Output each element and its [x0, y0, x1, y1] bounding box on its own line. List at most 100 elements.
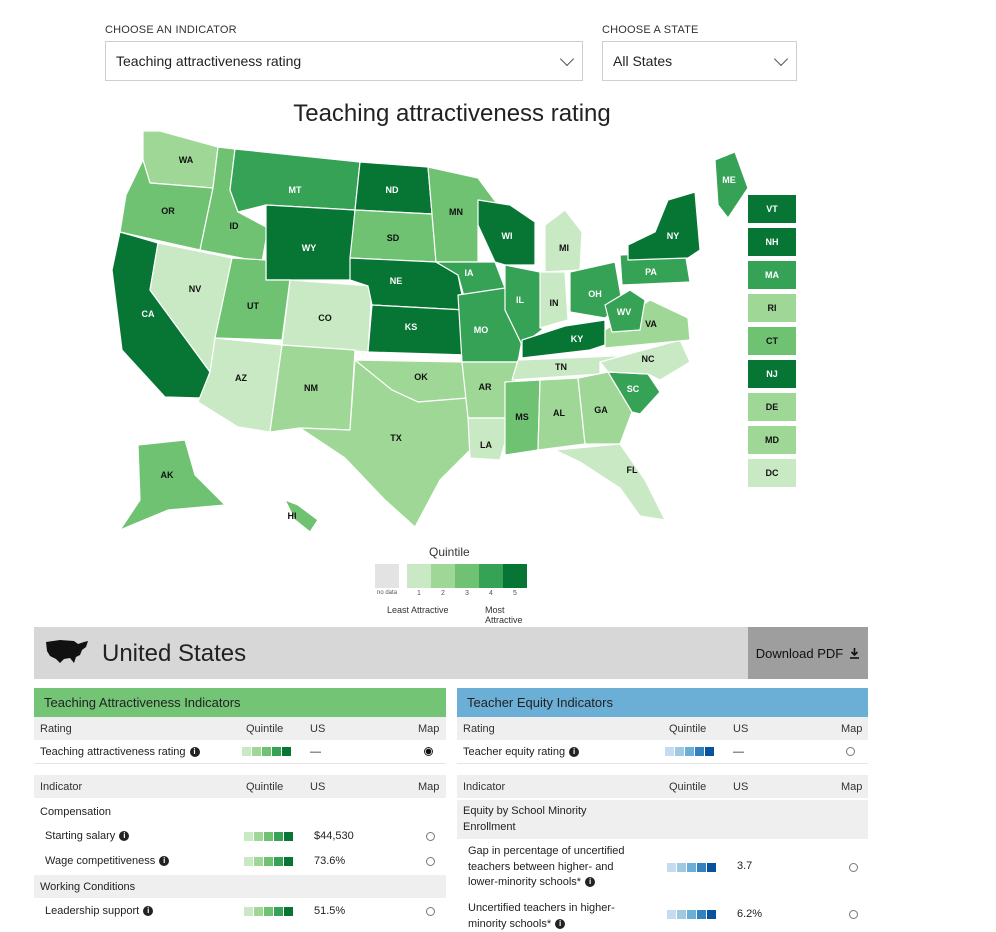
map-radio[interactable] — [849, 863, 858, 872]
state-label-ia: IA — [465, 268, 475, 278]
quintile-legend: no data 1 2 3 4 5 Least Attractive Most … — [374, 564, 534, 614]
indicator-label: Starting salary — [45, 830, 115, 842]
indicator-row-uncertified-gap: Gap in percentage of uncertified teacher… — [457, 841, 868, 893]
state-ny[interactable] — [628, 192, 700, 260]
legend-least-label: Least Attractive — [387, 605, 449, 615]
state-me[interactable] — [715, 152, 748, 218]
state-label-co: CO — [318, 313, 332, 323]
map-radio[interactable] — [849, 910, 858, 919]
quintile-bar — [242, 747, 291, 756]
state-label-fl: FL — [627, 465, 638, 475]
state-label-ks: KS — [405, 322, 418, 332]
indicator-us-value: 3.7 — [737, 841, 752, 893]
download-icon — [849, 648, 860, 659]
state-label-wi: WI — [502, 231, 513, 241]
indicator-row-leadership-support: Leadership support i 51.5% — [34, 899, 446, 923]
quintile-bar — [667, 910, 716, 919]
state-label-sd: SD — [387, 233, 400, 243]
state-ks[interactable] — [368, 305, 468, 355]
legend-nodata-label: no data — [375, 590, 399, 596]
info-icon[interactable]: i — [159, 856, 169, 866]
us-map-icon — [44, 639, 90, 665]
indicator-label-line1: Gap in percentage of uncertified — [468, 844, 625, 860]
state-box-md[interactable]: MD — [747, 425, 797, 455]
state-label-wy: WY — [302, 243, 317, 253]
left-indicator-header-row: Indicator Quintile US Map — [34, 775, 446, 798]
left-rating-row: Teaching attractiveness rating i — — [34, 740, 446, 764]
map-radio[interactable] — [426, 857, 435, 866]
state-fl[interactable] — [555, 444, 665, 520]
state-box-ri[interactable]: RI — [747, 293, 797, 323]
legend-num-1: 1 — [407, 590, 431, 597]
state-box-de[interactable]: DE — [747, 392, 797, 422]
state-label-ky: KY — [571, 334, 584, 344]
quintile-bar — [667, 863, 716, 872]
state-mt[interactable] — [230, 149, 360, 212]
indicator-us-value: 51.5% — [314, 899, 345, 923]
col-quintile: Quintile — [246, 775, 283, 798]
legend-most-label: Most Attractive — [485, 605, 534, 625]
quintile-bar — [244, 907, 293, 916]
us-choropleth-map: WAORCAIDNVMTWYUTCOAZNMNDSDNEKSOKTXMNIAMO… — [0, 0, 996, 620]
info-icon[interactable]: i — [555, 919, 565, 929]
state-label-mo: MO — [474, 325, 489, 335]
col-map: Map — [418, 717, 439, 740]
indicator-us-value: $44,530 — [314, 824, 354, 848]
map-radio[interactable] — [426, 907, 435, 916]
state-box-vt[interactable]: VT — [747, 194, 797, 224]
info-icon[interactable]: i — [569, 747, 579, 757]
state-label-nc: NC — [642, 354, 655, 364]
state-box-nj[interactable]: NJ — [747, 359, 797, 389]
section-equity-minority: Equity by School Minority Enrollment — [457, 800, 868, 839]
col-map: Map — [418, 775, 439, 798]
left-rating-header-row: Rating Quintile US Map — [34, 717, 446, 740]
legend-num-2: 2 — [431, 590, 455, 597]
state-label-ca: CA — [142, 309, 155, 319]
quintile-bar — [244, 832, 293, 841]
info-icon[interactable]: i — [190, 747, 200, 757]
state-box-nh[interactable]: NH — [747, 227, 797, 257]
download-pdf-button[interactable]: Download PDF — [748, 627, 868, 679]
state-label-ut: UT — [247, 301, 259, 311]
map-radio[interactable] — [846, 747, 855, 756]
rating-us-value: — — [733, 740, 744, 763]
info-icon[interactable]: i — [119, 831, 129, 841]
state-label-mi: MI — [559, 243, 569, 253]
legend-swatch-4 — [479, 564, 503, 588]
col-indicator: Indicator — [463, 775, 505, 798]
state-label-nd: ND — [386, 185, 399, 195]
state-label-ny: NY — [667, 231, 680, 241]
state-label-wa: WA — [179, 155, 194, 165]
state-box-ma[interactable]: MA — [747, 260, 797, 290]
equity-panel-title: Teacher Equity Indicators — [457, 688, 868, 717]
indicator-us-value: 73.6% — [314, 849, 345, 873]
state-mi[interactable] — [545, 210, 582, 272]
state-label-al: AL — [553, 408, 565, 418]
state-label-me: ME — [722, 175, 736, 185]
state-ak[interactable] — [120, 440, 225, 530]
indicator-label-line2: teachers between higher- and — [468, 860, 625, 876]
indicator-label-line3: lower-minority schools* — [468, 876, 581, 888]
info-icon[interactable]: i — [585, 877, 595, 887]
state-label-la: LA — [480, 440, 492, 450]
rating-label: Teaching attractiveness rating — [40, 746, 186, 758]
info-icon[interactable]: i — [143, 906, 153, 916]
indicator-label: Wage competitiveness — [45, 855, 155, 867]
map-radio-selected[interactable] — [424, 747, 433, 756]
map-radio[interactable] — [426, 832, 435, 841]
state-box-ct[interactable]: CT — [747, 326, 797, 356]
state-label-pa: PA — [645, 267, 657, 277]
state-label-oh: OH — [588, 289, 602, 299]
legend-num-4: 4 — [479, 590, 503, 597]
state-label-in: IN — [550, 298, 559, 308]
state-label-ar: AR — [479, 382, 492, 392]
state-label-mn: MN — [449, 207, 463, 217]
state-label-mt: MT — [289, 185, 302, 195]
section-label: Compensation — [40, 800, 111, 823]
legend-swatch-2 — [431, 564, 455, 588]
state-box-dc[interactable]: DC — [747, 458, 797, 488]
section-label: Working Conditions — [40, 875, 135, 898]
indicator-label-line1: Uncertified teachers in higher- — [468, 901, 615, 917]
download-pdf-label: Download PDF — [756, 646, 843, 661]
state-label-nm: NM — [304, 383, 318, 393]
